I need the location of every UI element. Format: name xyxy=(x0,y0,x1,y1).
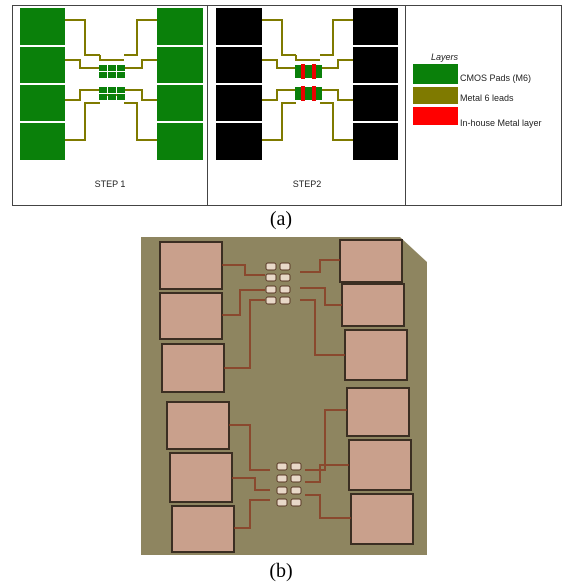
caption: (a) xyxy=(270,208,292,230)
figure: STEP 1 STEP2 Layers CM xyxy=(0,0,562,585)
legend-title: Layers xyxy=(431,52,459,62)
legend-swatch xyxy=(413,87,458,104)
frame xyxy=(13,6,562,206)
legend-swatch xyxy=(413,64,458,84)
legend-label: CMOS Pads (M6) xyxy=(460,73,531,83)
step-label: STEP2 xyxy=(293,179,322,189)
caption: (b) xyxy=(269,560,292,582)
legend-swatch xyxy=(413,107,458,125)
micrograph xyxy=(141,237,427,555)
legend-label: Metal 6 leads xyxy=(460,93,514,103)
panel-a: STEP 1 STEP2 Layers CM xyxy=(13,5,562,206)
legend-label: In-house Metal layer xyxy=(460,118,542,128)
step-label: STEP 1 xyxy=(95,179,126,189)
